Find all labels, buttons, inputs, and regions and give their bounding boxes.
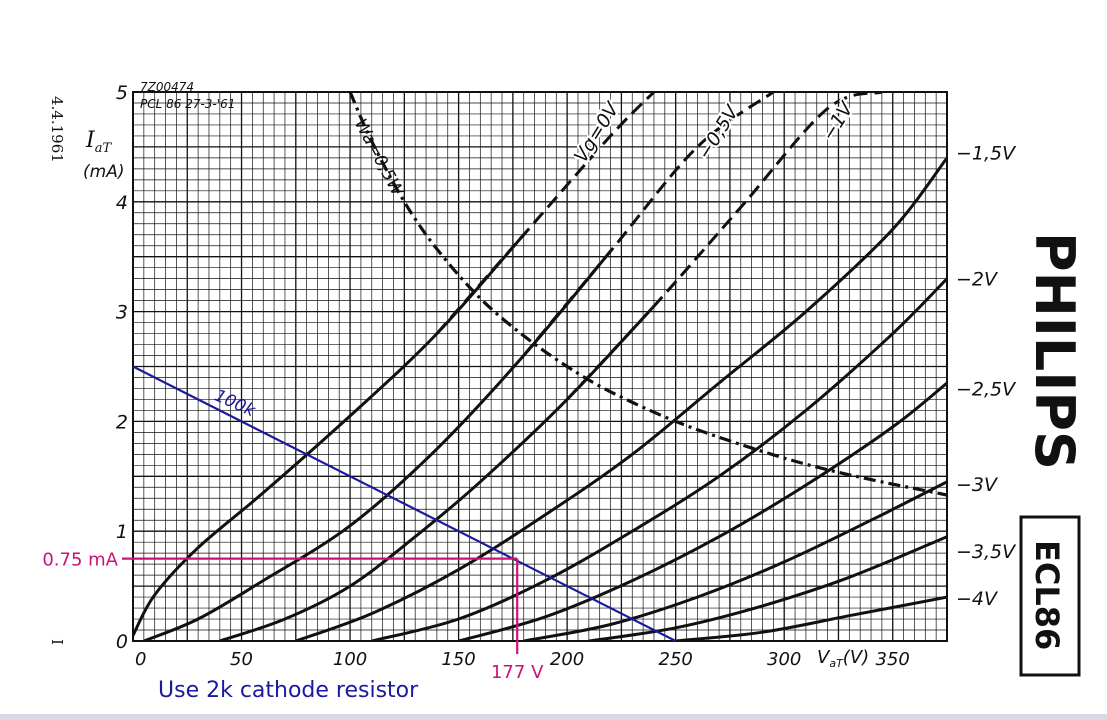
power-curve: Wa=0,5W [348,92,947,497]
x-axis-label: VaT(V) [817,647,869,670]
y-axis-unit: (mA) [83,162,124,182]
right-curve-label: −2,5V [956,379,1017,401]
characteristic-curve-0-dashed [435,92,656,335]
y-axis-label: IaT [85,128,112,156]
y-tick-label: 2 [116,411,128,433]
x-axis-label-sub: aT [829,657,844,670]
chart-reference: PCL 86 27-3-'61 [140,97,235,111]
characteristic-curve-1-dashed [522,92,775,357]
right-curve-label: −1,5V [956,142,1017,164]
load-line-label: 100k [211,386,259,422]
model-label: ECL86 [1028,540,1066,650]
y-tick-label: 5 [116,82,128,104]
y-axis-label-sub: aT [95,141,113,156]
curve-label: −1V [818,97,859,145]
y-tick-labels: 0 1 2 3 4 5 [116,82,128,653]
characteristic-curve-8 [675,595,947,641]
characteristic-curve-3 [295,156,947,641]
chart-code: 7Z00474 [140,80,194,94]
model-box [1019,515,1081,677]
load-line [132,365,677,642]
right-curve-label: −3V [956,474,999,496]
x-tick-label: 150 [441,649,475,670]
x-tick-label: 250 [659,649,693,670]
y-tick-label: 1 [116,521,128,543]
operating-point-group: 0.75 mA 177 V [42,550,544,683]
right-curve-label: −2V [956,269,999,291]
x-tick-label: 300 [767,649,801,670]
x-tick-label: 200 [550,649,584,670]
side-date: 4.4.1961 [48,96,66,163]
y-tick-label: 0 [116,631,128,653]
characteristic-curve-7 [588,535,947,641]
curve-labels: Vg=0V −0,5V −1V [568,95,861,169]
x-axis-unit: (V) [843,647,869,668]
x-tick-label: 50 [230,649,253,670]
right-curve-label: −3,5V [956,541,1017,563]
y-tick-label: 4 [116,192,128,214]
right-curve-labels: −1,5V −2V −2,5V −3V −3,5V −4V [956,142,1017,610]
side-mark: I [48,639,66,645]
design-note: Use 2k cathode resistor [158,678,419,703]
operating-voltage-label: 177 V [491,662,544,683]
characteristic-curves [133,92,947,641]
brand-logo: PHILIPS [1023,232,1086,470]
characteristic-curve-6 [523,480,947,641]
x-tick-label: 100 [333,649,367,670]
x-tick-labels: 0 50 100 150 200 250 300 350 [135,649,910,670]
window-bottom-edge [0,714,1107,720]
characteristic-curve-2-dashed [566,92,883,401]
characteristic-curve-4 [371,277,947,641]
x-tick-label: 350 [876,649,910,670]
x-tick-label: 0 [135,649,146,670]
right-curve-label: −4V [956,588,999,610]
y-tick-label: 3 [116,302,128,324]
power-dissipation-curve [348,92,947,497]
operating-current-label: 0.75 mA [42,550,118,571]
characteristic-curve-5 [458,381,947,641]
